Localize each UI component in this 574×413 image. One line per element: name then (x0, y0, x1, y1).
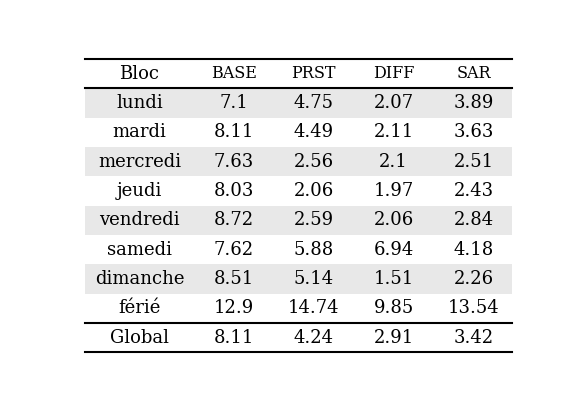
Text: SAR: SAR (456, 65, 491, 82)
Bar (85, 206, 512, 235)
Text: 4.49: 4.49 (294, 123, 334, 141)
Text: 8.11: 8.11 (214, 123, 254, 141)
Text: samedi: samedi (107, 241, 172, 259)
Bar (85, 264, 512, 294)
Text: 4.75: 4.75 (294, 94, 334, 112)
Text: dimanche: dimanche (95, 270, 184, 288)
Bar (85, 147, 512, 176)
Text: 2.59: 2.59 (294, 211, 334, 229)
Text: 4.24: 4.24 (294, 329, 334, 347)
Text: 2.51: 2.51 (453, 153, 494, 171)
Text: 3.63: 3.63 (453, 123, 494, 141)
Text: 2.1: 2.1 (379, 153, 408, 171)
Text: 14.74: 14.74 (288, 299, 340, 318)
Text: lundi: lundi (116, 94, 163, 112)
Text: vendredi: vendredi (99, 211, 180, 229)
Text: 3.42: 3.42 (453, 329, 494, 347)
Text: 2.91: 2.91 (374, 329, 414, 347)
Text: Global: Global (110, 329, 169, 347)
Text: 8.51: 8.51 (214, 270, 254, 288)
Text: 2.06: 2.06 (294, 182, 334, 200)
Text: BASE: BASE (211, 65, 257, 82)
Text: 5.14: 5.14 (294, 270, 334, 288)
Text: férié: férié (118, 299, 161, 318)
Text: 12.9: 12.9 (214, 299, 254, 318)
Text: 2.43: 2.43 (453, 182, 494, 200)
Text: 2.26: 2.26 (453, 270, 494, 288)
Text: Bloc: Bloc (119, 65, 160, 83)
Text: 2.84: 2.84 (453, 211, 494, 229)
Text: 8.03: 8.03 (214, 182, 254, 200)
Text: jeudi: jeudi (117, 182, 162, 200)
Bar (85, 88, 512, 118)
Text: 7.63: 7.63 (214, 153, 254, 171)
Text: DIFF: DIFF (373, 65, 414, 82)
Text: mercredi: mercredi (98, 153, 181, 171)
Text: 7.62: 7.62 (214, 241, 254, 259)
Text: 4.18: 4.18 (453, 241, 494, 259)
Text: PRST: PRST (292, 65, 336, 82)
Text: 8.72: 8.72 (214, 211, 254, 229)
Text: 8.11: 8.11 (214, 329, 254, 347)
Text: 2.11: 2.11 (374, 123, 414, 141)
Text: 5.88: 5.88 (294, 241, 334, 259)
Text: 2.56: 2.56 (294, 153, 334, 171)
Text: 9.85: 9.85 (374, 299, 414, 318)
Text: 6.94: 6.94 (374, 241, 414, 259)
Text: 7.1: 7.1 (219, 94, 249, 112)
Text: 2.07: 2.07 (374, 94, 414, 112)
Text: 1.51: 1.51 (374, 270, 414, 288)
Text: 1.97: 1.97 (374, 182, 414, 200)
Text: 2.06: 2.06 (374, 211, 414, 229)
Text: mardi: mardi (113, 123, 166, 141)
Text: 3.89: 3.89 (453, 94, 494, 112)
Text: 13.54: 13.54 (448, 299, 499, 318)
